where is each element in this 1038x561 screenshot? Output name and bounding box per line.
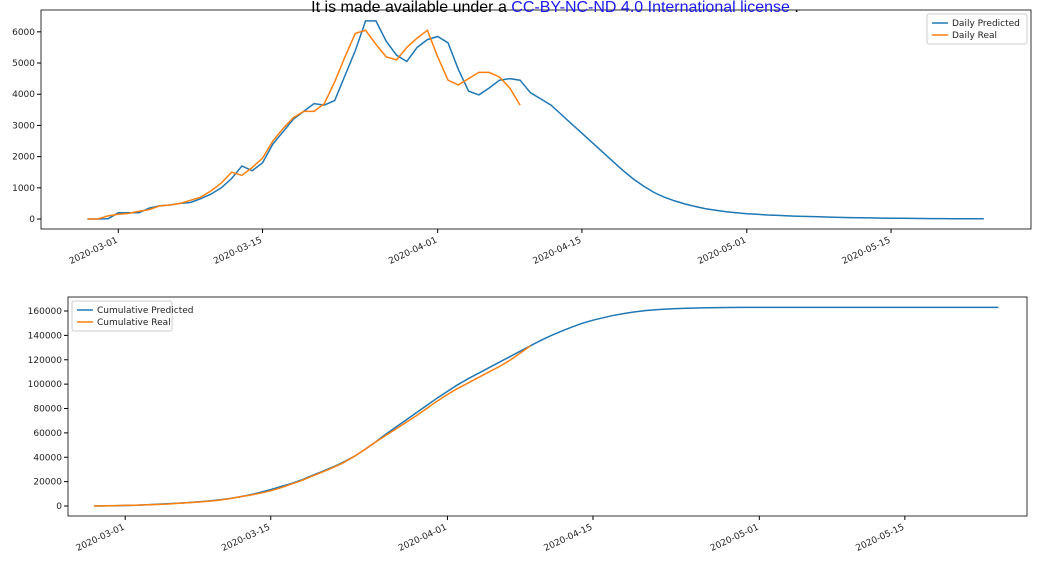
x-tick-label: 2020-04-01 [387,236,439,267]
header-tail: . [789,0,799,16]
series-line [93,306,999,507]
plot-frame [40,9,1032,230]
y-tick-label: 120000 [28,356,63,366]
series-line [87,29,521,220]
x-tick-label: 2020-04-15 [532,236,584,267]
license-header: It is made available under a CC-BY-NC-ND… [0,0,1038,16]
y-tick-label: 140000 [28,331,63,341]
legend: Daily Predicted Daily Real [926,13,1028,45]
x-tick-label: 2020-05-15 [854,523,906,554]
legend-box [926,13,1028,45]
y-tick-label: 1000 [12,184,35,194]
subplot: 0 20000 40000 60000 80000 100000 120000 140000 1… [28,296,1028,554]
y-tick-label: 80000 [33,405,62,415]
y-tick-label: 0 [56,502,62,512]
y-tick-label: 100000 [28,380,63,390]
x-tick-label: 2020-05-15 [841,236,893,267]
x-tick-label: 2020-04-01 [397,523,449,554]
legend-label: Cumulative Predicted [97,306,193,316]
y-tick-label: 160000 [28,307,63,317]
series-line [93,345,532,507]
x-tick-label: 2020-03-15 [212,236,264,267]
header-text: It is made available under a [311,0,512,16]
y-tick-label: 60000 [33,429,62,439]
legend-box [71,300,173,332]
legend-label: Cumulative Real [97,318,171,328]
y-tick-label: 40000 [33,453,62,463]
legend-label: Daily Predicted [952,19,1020,29]
x-tick-label: 2020-05-01 [696,236,748,267]
plot-frame [67,296,1028,517]
legend-label: Daily Real [952,31,997,41]
x-tick-label: 2020-03-15 [220,523,272,554]
y-tick-label: 3000 [12,121,35,131]
subplot: 0 1000 2000 3000 4000 5000 6000 2020-03-01 2020-… [12,9,1032,267]
x-tick-label: 2020-03-01 [75,523,127,554]
series-line [87,20,984,220]
x-tick-label: 2020-03-01 [68,236,120,267]
y-tick-label: 0 [29,215,35,225]
x-tick-label: 2020-05-01 [709,523,761,554]
y-tick-label: 2000 [12,153,35,163]
legend: Cumulative Predicted Cumulative Real [71,300,193,332]
y-tick-label: 20000 [33,478,62,488]
y-tick-label: 6000 [12,28,35,38]
x-tick-label: 2020-04-15 [543,523,595,554]
y-tick-label: 5000 [12,59,35,69]
license-link[interactable]: CC-BY-NC-ND 4.0 International license [511,0,790,16]
y-tick-label: 4000 [12,90,35,100]
